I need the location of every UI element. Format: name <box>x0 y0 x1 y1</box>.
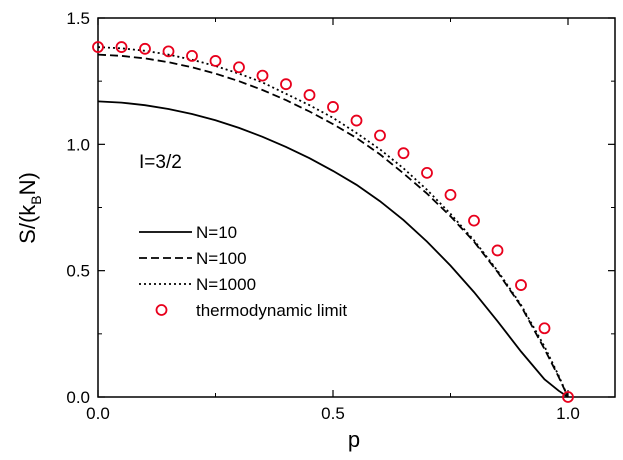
series-point-thermodynamic-limit <box>256 69 269 82</box>
series-point-thermodynamic-limit <box>92 41 104 53</box>
series-point-thermodynamic-limit <box>538 322 551 335</box>
series-point-thermodynamic-limit <box>327 101 339 113</box>
y-tick-label: 0.0 <box>66 388 90 407</box>
series-point-thermodynamic-limit <box>562 391 574 403</box>
series-point-thermodynamic-limit <box>280 78 292 91</box>
plot-frame <box>97 17 616 398</box>
series-point-thermodynamic-limit <box>186 50 198 62</box>
legend-marker-thermodynamic-limit <box>155 304 168 316</box>
series-point-thermodynamic-limit <box>491 244 504 257</box>
legend-label-n-10: N=10 <box>196 223 237 242</box>
series-point-thermodynamic-limit <box>350 114 363 127</box>
series-line-n-10 <box>97 100 569 398</box>
series-point-thermodynamic-limit <box>444 188 457 201</box>
series-point-thermodynamic-limit <box>233 61 245 74</box>
series-line-n-100 <box>97 53 569 398</box>
y-label-tail: N) <box>15 172 40 195</box>
x-tick-label: 0.5 <box>321 404 345 423</box>
axis-ticks: 0.0 0.5 1.0 0.0 0.5 1.0 1.5 <box>66 9 615 423</box>
annotation-label: I=3/2 <box>139 152 182 173</box>
series-point-thermodynamic-limit <box>468 214 480 227</box>
y-axis-label: S/(kBN) <box>15 172 44 244</box>
x-tick-label: 0.0 <box>86 404 110 423</box>
series-point-thermodynamic-limit <box>139 42 151 55</box>
series-line-n-1000 <box>97 46 569 398</box>
x-tick-label: 1.0 <box>556 404 580 423</box>
legend: N=10 N=100 N=1000 thermodynamic limit <box>139 223 347 320</box>
x-axis-label: p <box>348 427 360 452</box>
y-label-main: S/(k <box>15 204 40 244</box>
series-point-thermodynamic-limit <box>515 279 527 291</box>
series-point-thermodynamic-limit <box>421 166 433 179</box>
legend-label-thermodynamic-limit: thermodynamic limit <box>196 301 347 320</box>
series-point-thermodynamic-limit <box>209 55 222 67</box>
y-tick-label: 1.5 <box>66 9 90 28</box>
series-point-thermodynamic-limit <box>115 41 128 53</box>
y-tick-label: 0.5 <box>66 262 90 281</box>
y-label-sub: B <box>28 195 44 204</box>
legend-label-n-100: N=100 <box>196 249 247 268</box>
series-point-thermodynamic-limit <box>162 45 175 58</box>
series-point-thermodynamic-limit <box>374 129 386 142</box>
series-point-thermodynamic-limit <box>303 89 316 101</box>
legend-label-n-1000: N=1000 <box>196 275 256 294</box>
series-layer <box>92 41 574 403</box>
series-point-thermodynamic-limit <box>397 147 410 160</box>
y-tick-label: 1.0 <box>66 135 90 154</box>
